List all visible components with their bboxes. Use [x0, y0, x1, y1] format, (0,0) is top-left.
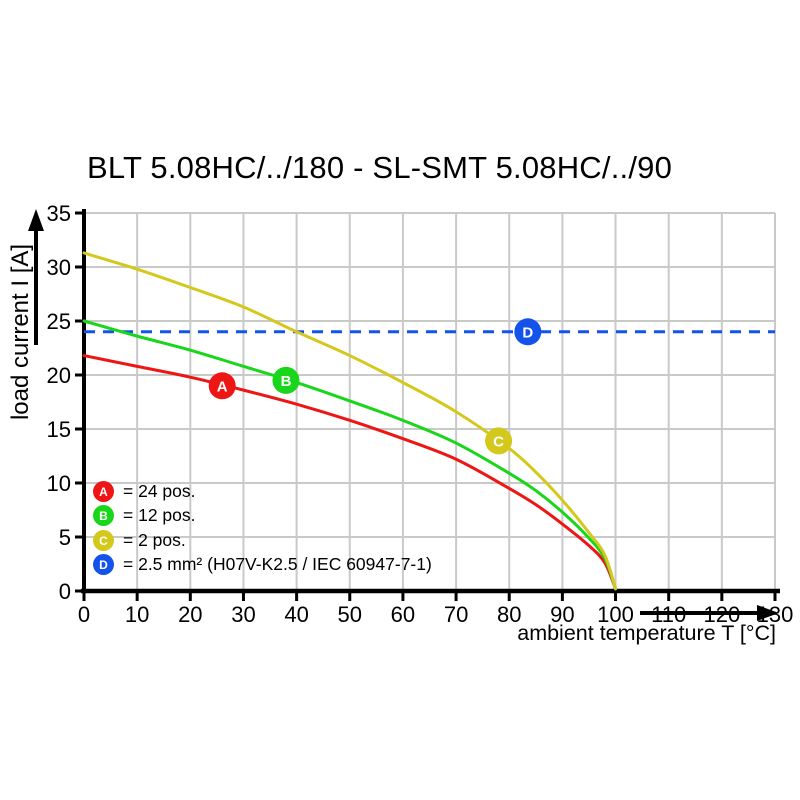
x-tick-label: 70 [444, 602, 468, 627]
curve-a [82, 354, 618, 591]
x-tick-label: 10 [125, 602, 149, 627]
y-tick-label: 10 [47, 471, 71, 496]
axis-arrows [28, 209, 779, 621]
x-tick-label: 20 [178, 602, 202, 627]
x-tick-label: 100 [597, 602, 634, 627]
marker-b: B [272, 366, 300, 394]
y-axis-label: load current I [A] [7, 243, 34, 421]
y-axis-arrow-head-icon [28, 209, 44, 231]
y-tick-label: 25 [47, 309, 71, 334]
y-tick-label: 15 [47, 417, 71, 442]
axes [75, 209, 780, 601]
marker-c: C [485, 427, 513, 455]
curve-c [82, 251, 618, 591]
marker-d: D [514, 318, 542, 346]
svg-text:B: B [281, 373, 292, 390]
curve-markers: A B C D [208, 318, 542, 455]
x-tick-label: 0 [78, 602, 90, 627]
tick-labels: 0102030405060708090100110120130051015202… [47, 201, 794, 627]
x-tick-label: 40 [284, 602, 308, 627]
y-tick-label: 30 [47, 255, 71, 280]
svg-text:A: A [217, 378, 228, 395]
series-curves [82, 251, 775, 591]
x-tick-label: 30 [231, 602, 255, 627]
y-tick-label: 20 [47, 363, 71, 388]
x-axis-label: ambient temperature T [°C] [517, 621, 776, 645]
y-tick-label: 0 [59, 579, 71, 604]
grid-lines [84, 212, 776, 591]
x-tick-label: 60 [391, 602, 415, 627]
curve-b [82, 319, 618, 591]
y-tick-label: 5 [59, 525, 71, 550]
svg-text:D: D [522, 324, 533, 341]
x-tick-label: 80 [497, 602, 521, 627]
svg-text:C: C [493, 433, 504, 450]
chart-title: BLT 5.08HC/../180 - SL-SMT 5.08HC/../90 [87, 150, 673, 185]
x-tick-label: 90 [550, 602, 574, 627]
x-tick-label: 50 [338, 602, 362, 627]
marker-a: A [208, 372, 236, 400]
x-axis-arrow-head-icon [757, 605, 779, 621]
y-tick-label: 35 [47, 201, 71, 226]
